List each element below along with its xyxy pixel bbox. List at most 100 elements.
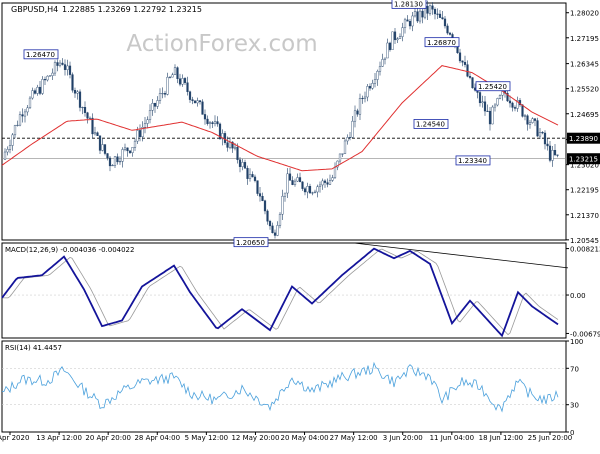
candle-body (96, 132, 99, 136)
candle-body (278, 213, 282, 226)
price-annotation-box (233, 237, 269, 248)
candle-body (418, 10, 422, 22)
time-tick-label: 28 Apr 04:00 (134, 434, 180, 442)
candle-body (521, 104, 524, 117)
candle-body (348, 137, 352, 139)
candle-body (91, 117, 94, 135)
candle-body (176, 67, 179, 79)
header: GBPUSD,H4 1.22885 1.23269 1.22792 1.2321… (11, 5, 202, 14)
candle-body (546, 143, 549, 147)
candle-body (271, 225, 274, 234)
candle-body (328, 180, 332, 185)
rsi-tick-label: 30 (570, 402, 579, 410)
candle-body (171, 74, 174, 78)
rsi-frame (1, 340, 567, 433)
candle-body (46, 75, 49, 81)
candle-body (376, 71, 379, 80)
candle-body (58, 62, 62, 66)
candle-body (461, 60, 464, 63)
rsi-tick-label: 70 (570, 365, 579, 373)
candle-body (498, 95, 502, 99)
candle-body (228, 141, 232, 148)
candle-body (178, 78, 182, 85)
time-tick-label: 27 May 12:00 (330, 434, 378, 442)
price-annotation-label: 1.26870 (427, 39, 456, 47)
candle-body (41, 79, 44, 94)
candle-body (66, 65, 69, 70)
candle-body (206, 118, 209, 124)
candle-body (468, 76, 472, 78)
price-annotation-box (475, 81, 511, 92)
time-tick-label: 20 May 04:00 (281, 434, 329, 442)
hline-price-box (567, 132, 600, 144)
candle-body (553, 150, 557, 156)
candle-body (86, 112, 89, 119)
candle-body (78, 91, 82, 108)
candle-body (118, 161, 122, 163)
candle-body (158, 93, 162, 101)
candle-body (301, 181, 304, 189)
candle-body (248, 174, 252, 179)
candle-body (243, 162, 247, 169)
candle-body (416, 11, 419, 22)
candle-body (351, 120, 354, 138)
candle-body (16, 124, 19, 126)
candle-body (106, 153, 109, 159)
candle-body (333, 166, 337, 178)
candle-body (61, 62, 64, 65)
candle-body (156, 100, 159, 107)
candle-body (308, 186, 312, 194)
candle-body (443, 18, 447, 27)
candle-body (368, 86, 372, 89)
moving-average-line (1, 65, 559, 172)
candle-body (173, 67, 177, 76)
candle-body (28, 97, 32, 109)
candle-body (326, 182, 329, 185)
candle-body (241, 162, 244, 167)
candle-body (103, 144, 107, 154)
candle-body (471, 77, 474, 89)
price-tick-label: 1.27195 (570, 35, 599, 43)
price-tick-label: 1.20545 (570, 237, 599, 245)
candle-body (226, 142, 229, 148)
macd-tick-label: 0.008213 (570, 246, 600, 254)
candle-body (256, 180, 259, 194)
candle-body (413, 11, 417, 17)
candle-body (81, 107, 84, 109)
price-annotation-label: 1.23340 (458, 157, 487, 165)
candle-body (236, 146, 239, 160)
candle-body (318, 184, 322, 187)
candle-body (153, 103, 157, 107)
current-price-box (567, 153, 600, 165)
candle-body (406, 19, 409, 22)
candle-body (343, 140, 347, 154)
candle-body (511, 102, 514, 108)
candle-body (151, 103, 154, 111)
candle-body (293, 180, 297, 185)
candle-body (283, 192, 287, 197)
candle-body (223, 133, 227, 143)
candle-body (363, 96, 367, 99)
candle-body (466, 64, 469, 77)
candle-body (196, 100, 199, 104)
candle-body (138, 130, 142, 138)
candle-body (506, 92, 509, 102)
candle-body (266, 210, 269, 222)
candle-body (71, 74, 74, 91)
candle-body (433, 9, 437, 15)
macd-title: MACD(12,26,9) -0.004036 -0.004022 (5, 246, 134, 254)
price-annotation-box (391, 0, 427, 9)
candle-body (463, 61, 467, 65)
rsi-title: RSI(14) 41.4457 (5, 344, 62, 352)
candle-body (548, 145, 552, 161)
candle-body (188, 91, 192, 100)
candle-body (73, 90, 77, 94)
candle-body (216, 121, 219, 125)
price-annotation-box (413, 119, 449, 129)
macd-line (1, 247, 559, 338)
candle-body (258, 193, 262, 197)
symbol-label: GBPUSD,H4 (11, 5, 58, 14)
candle-body (371, 83, 374, 89)
